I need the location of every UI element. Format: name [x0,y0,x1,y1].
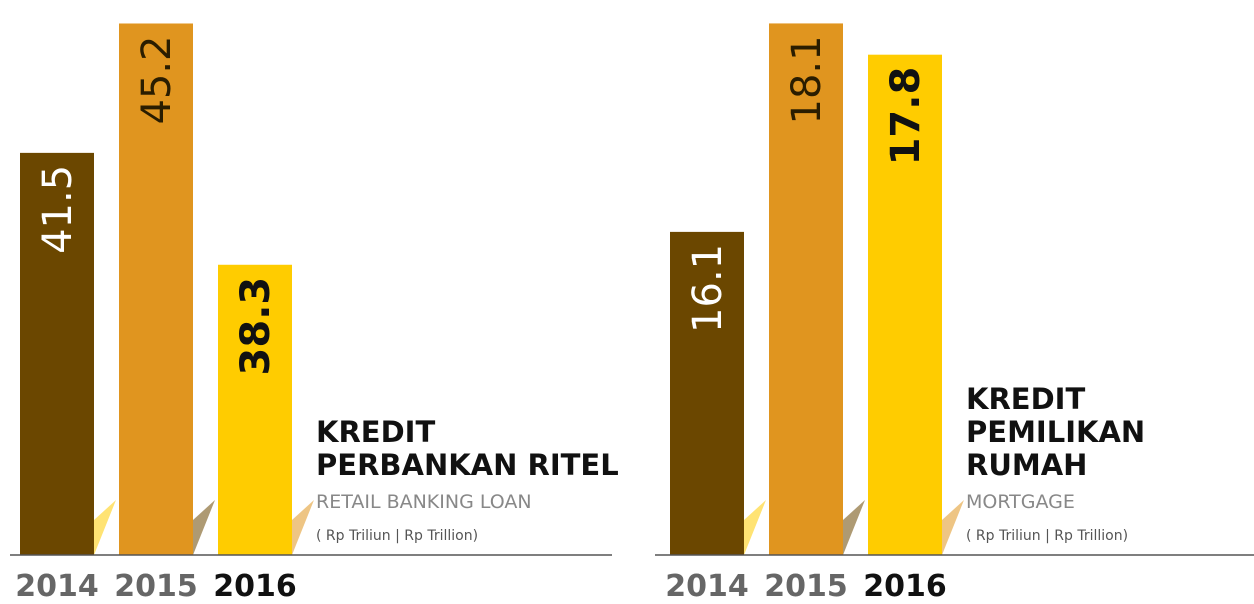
bar-shadow [843,500,865,555]
bar-shadow [94,500,116,555]
chart-title: PEMILIKAN [966,415,1145,449]
bar-shadow [942,500,964,555]
x-tick-label: 2014 [15,569,99,600]
value-label: 45.2 [134,35,180,124]
chart-subtitle: MORTGAGE [966,491,1075,513]
value-label: 38.3 [233,277,279,376]
chart-title: KREDIT [316,415,435,449]
value-label: 41.5 [35,165,81,254]
value-label: 16.1 [685,244,731,333]
chart-title: RUMAH [966,448,1087,482]
value-label: 18.1 [784,35,830,124]
x-tick-label: 2016 [213,569,297,600]
unit-label: ( Rp Triliun | Rp Trillion) [316,528,478,544]
bar [769,23,843,555]
x-tick-label: 2016 [863,569,947,600]
unit-label: ( Rp Triliun | Rp Trillion) [966,528,1128,544]
chart-title: PERBANKAN RITEL [316,448,619,482]
bar [119,23,193,556]
x-tick-label: 2015 [764,569,848,600]
bar-shadow [193,500,215,555]
chart-title: KREDIT [966,382,1085,416]
x-tick-label: 2015 [114,569,198,600]
bar [868,54,942,555]
bar-shadow [744,500,766,555]
x-tick-label: 2014 [665,569,749,600]
bar [218,264,292,555]
bar-shadow [292,500,314,555]
value-label: 17.8 [883,67,929,166]
chart-subtitle: RETAIL BANKING LOAN [316,491,532,513]
bar [20,152,94,555]
bar [670,231,744,555]
